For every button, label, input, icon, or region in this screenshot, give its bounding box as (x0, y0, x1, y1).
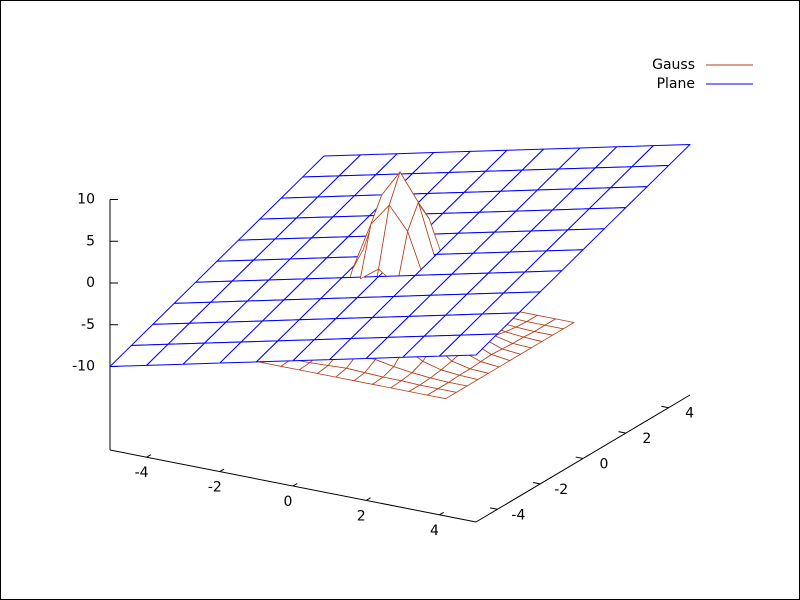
y-tick (618, 431, 626, 434)
x-tick (365, 497, 371, 501)
y-tick-label: -4 (511, 507, 525, 523)
x-tick (219, 468, 225, 473)
y-tick (489, 507, 498, 510)
z-tick-label: -5 (81, 317, 95, 333)
surface-cell (438, 333, 498, 357)
z-tick-label: 5 (86, 233, 95, 249)
y-tick (532, 481, 541, 485)
z-tick-label: 0 (86, 275, 95, 291)
y-tick (575, 456, 584, 459)
surfaces (109, 144, 691, 400)
x-tick-label: 0 (284, 494, 293, 510)
legend-label: Plane (657, 76, 695, 92)
y-tick-label: -2 (554, 482, 568, 498)
x-tick (439, 511, 444, 516)
x-tick (146, 454, 152, 458)
labels: -4 -2 0 2 4 -4 -2 0 2 4 -10 -5 0 5 10 Gauss Plane (72, 57, 753, 539)
z-tick-label: -10 (72, 359, 95, 375)
axes (109, 199, 691, 523)
y-tick (661, 405, 669, 409)
y-tick-label: 2 (642, 431, 651, 447)
x-tick-label: -4 (135, 465, 149, 481)
legend-label: Gauss (652, 57, 695, 73)
x-tick-label: 4 (430, 523, 439, 539)
surface-cell (426, 388, 457, 400)
y-tick-label: 4 (685, 406, 694, 422)
x-tick (292, 483, 298, 487)
x-tick-label: 2 (357, 508, 366, 524)
surface-cell (388, 171, 419, 232)
x-tick-label: -2 (208, 480, 222, 496)
z-tick-label: 10 (77, 192, 95, 208)
y-tick-label: 0 (600, 457, 609, 473)
